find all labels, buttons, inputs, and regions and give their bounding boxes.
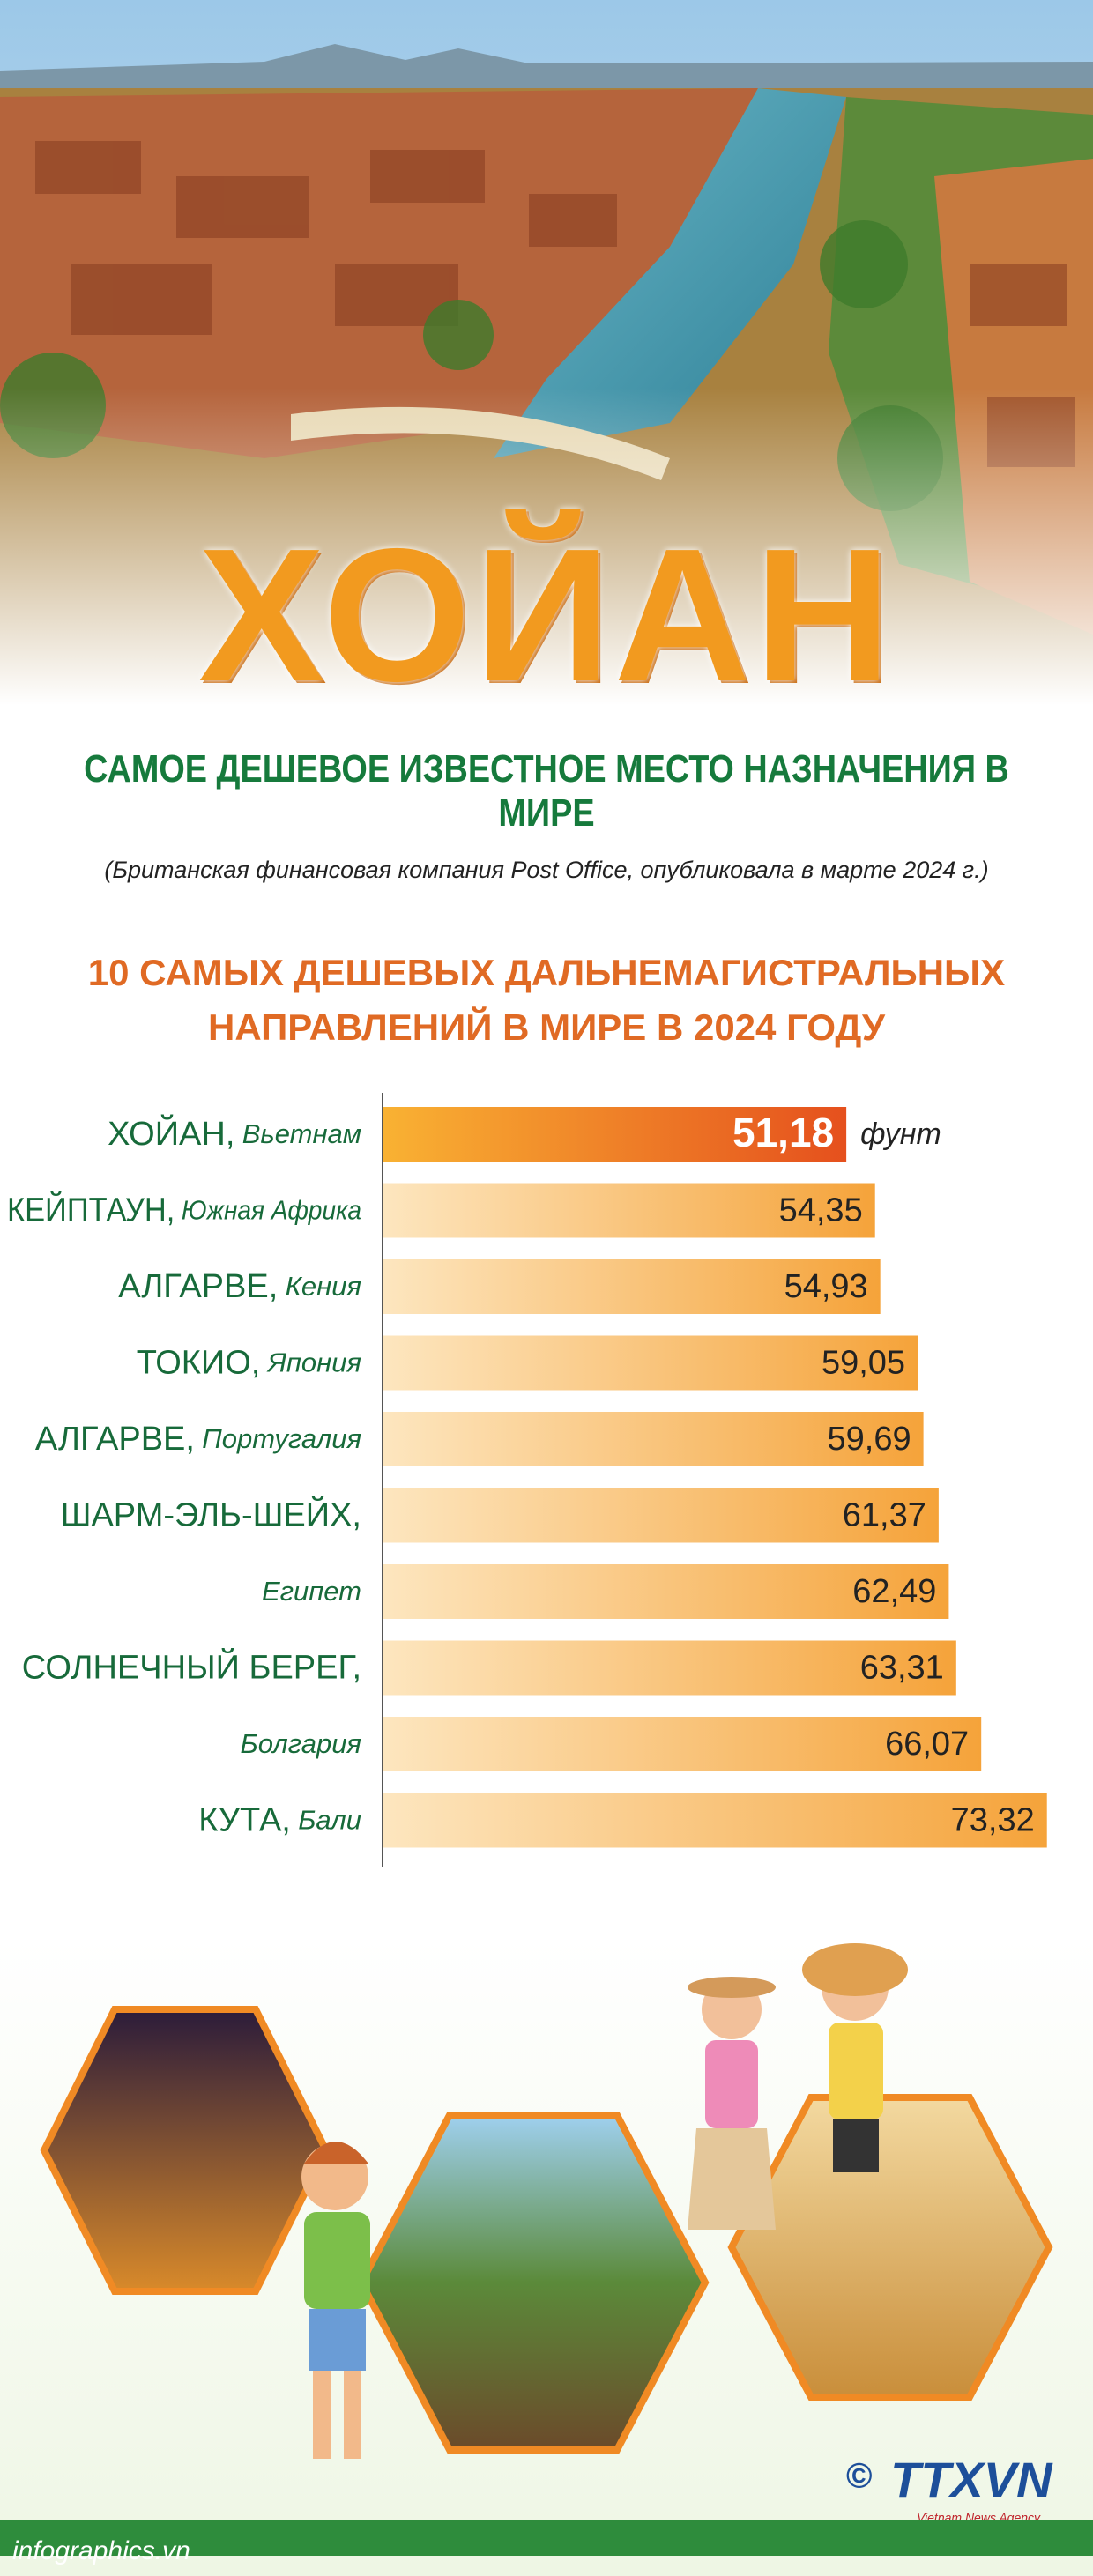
- bar: [383, 1564, 949, 1619]
- bar: [383, 1717, 982, 1771]
- category-label: АЛГАРВЕ, Кения: [118, 1268, 361, 1305]
- category-label: Болгария: [241, 1728, 361, 1759]
- category-label: КЕЙПТАУН, Южная Африка: [7, 1190, 361, 1229]
- category-label: ХОЙАН, Вьетнам: [108, 1113, 361, 1153]
- bar: [383, 1412, 924, 1466]
- value-label: 59,69: [828, 1421, 911, 1458]
- chart-title: НАПРАВЛЕНИЙ В МИРЕ В 2024 ГОДУ: [208, 1006, 885, 1048]
- title: ХОЙАН: [197, 509, 896, 721]
- bar: [383, 1335, 918, 1391]
- category-country: Бали: [298, 1805, 361, 1836]
- category-label: ТОКИО, Япония: [137, 1345, 361, 1382]
- category-name: АЛГАРВЕ,: [35, 1421, 195, 1458]
- category-name: КЕЙПТАУН,: [7, 1190, 175, 1229]
- note: (Британская финансовая компания Post Off…: [104, 857, 989, 883]
- bar: [383, 1488, 939, 1543]
- chart: ХОЙАН, Вьетнам 51,18 фунт КЕЙПТАУН, Южная А…: [7, 1093, 1047, 1867]
- category-country: Вьетнам: [242, 1118, 361, 1149]
- source: infographics.vn: [12, 2536, 190, 2565]
- category-label: СОЛНЕЧНЫЙ БЕРЕГ,: [22, 1647, 361, 1687]
- category-country: Болгария: [241, 1728, 361, 1759]
- value-label: 51,18: [732, 1110, 834, 1155]
- value-label: 66,07: [885, 1726, 969, 1763]
- value-label: 54,93: [784, 1268, 868, 1305]
- unit-label: фунт: [860, 1117, 941, 1151]
- chart-title: 10 САМЫХ ДЕШЕВЫХ ДАЛЬНЕМАГИСТРАЛЬНЫХ: [87, 952, 1006, 993]
- bar: [383, 1183, 875, 1238]
- value-label: 61,37: [843, 1497, 926, 1534]
- category-name: КУТА,: [198, 1802, 291, 1839]
- subtitle: САМОЕ ДЕШЕВОЕ ИЗВЕСТНОЕ МЕСТО НАЗНАЧЕНИЯ…: [84, 747, 1009, 835]
- value-label: 63,31: [860, 1650, 944, 1687]
- value-label: 73,32: [951, 1802, 1035, 1839]
- category-label: АЛГАРВЕ, Португалия: [35, 1421, 361, 1458]
- bar: [383, 1259, 881, 1314]
- copyright: ©: [846, 2457, 872, 2496]
- bar: [383, 1793, 1047, 1848]
- value-label: 62,49: [852, 1573, 936, 1610]
- category-name: ТОКИО,: [137, 1345, 261, 1382]
- logo: TTXVN: [890, 2452, 1053, 2507]
- category-name: АЛГАРВЕ,: [118, 1268, 278, 1305]
- bar: [383, 1107, 847, 1162]
- category-label: Египет: [262, 1576, 361, 1607]
- category-name: ШАРМ-ЭЛЬ-ШЕЙХ,: [61, 1495, 361, 1534]
- category-country: Япония: [266, 1347, 361, 1378]
- category-label: КУТА, Бали: [198, 1802, 361, 1839]
- category-label: ШАРМ-ЭЛЬ-ШЕЙХ,: [61, 1495, 361, 1534]
- category-name: СОЛНЕЧНЫЙ БЕРЕГ,: [22, 1647, 361, 1687]
- category-country: Португалия: [202, 1423, 361, 1454]
- value-label: 59,05: [822, 1345, 905, 1382]
- illustrations: © TTXVN Vietnam News Agency: [0, 1943, 1093, 2556]
- bar: [383, 1640, 956, 1696]
- value-label: 54,35: [779, 1192, 863, 1229]
- header-photo: [0, 0, 1093, 705]
- category-name: ХОЙАН,: [108, 1113, 234, 1153]
- category-country: Кения: [286, 1271, 361, 1302]
- category-country: Египет: [262, 1576, 361, 1607]
- category-country: Южная Африка: [182, 1195, 361, 1226]
